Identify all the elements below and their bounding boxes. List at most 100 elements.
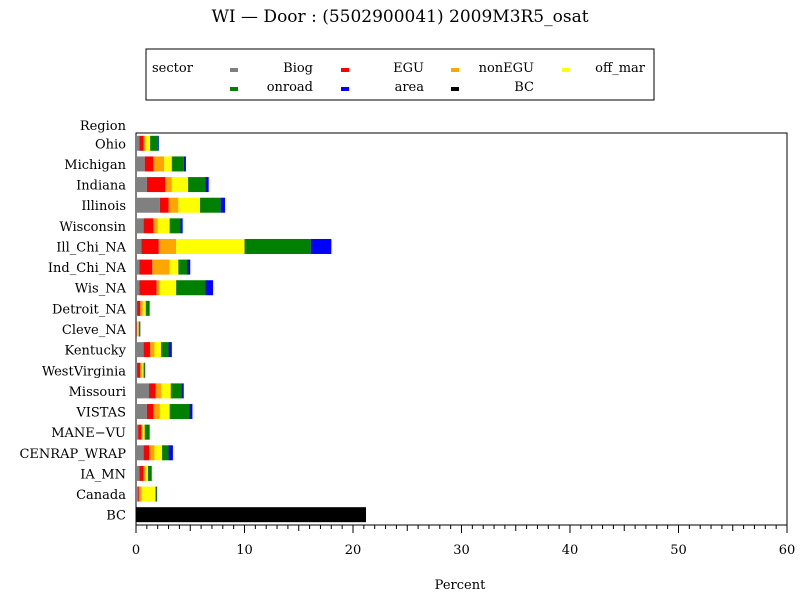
bar-cleve-na-area: [139, 321, 141, 337]
bar-vistas-off-mar: [159, 404, 170, 420]
bar-illinois-biog: [136, 197, 160, 213]
bar-westvirginia-off-mar: [141, 362, 144, 378]
plot-area-frame: [135, 132, 788, 526]
y-axis-label: Region: [80, 119, 127, 134]
bar-missouri-egu: [149, 383, 156, 399]
bar-detroit-na-area: [149, 300, 150, 316]
bar-ill-chi-na-biog: [136, 238, 142, 254]
bar-ill-chi-na-egu: [141, 238, 159, 254]
bar-mane-vu-off-mar: [142, 424, 145, 440]
bar-ia-mn-egu: [139, 465, 144, 481]
bar-wis-na-biog: [136, 280, 140, 296]
x-tick-label-20: 20: [345, 543, 362, 558]
legend-frame: [145, 48, 655, 101]
bar-ohio-off-mar: [145, 135, 151, 151]
y-tick-label-bc: BC: [106, 509, 126, 524]
bar-cleve-na-biog: [136, 321, 137, 337]
bar-indiana-egu: [146, 177, 166, 193]
y-tick-label-westvirginia: WestVirginia: [42, 364, 126, 379]
y-tick-label-kentucky: Kentucky: [64, 344, 126, 359]
bar-wis-na-area: [205, 280, 214, 296]
bar-wisconsin-nonegu: [153, 218, 158, 234]
bar-indiana-nonegu: [165, 177, 172, 193]
y-tick-label-indiana: Indiana: [76, 179, 126, 194]
bar-bc-bc: [136, 507, 367, 523]
bar-indiana-onroad: [188, 177, 206, 193]
bar-ill-chi-na-off-mar: [176, 238, 245, 254]
bar-vistas-egu: [146, 404, 154, 420]
y-tick-label-canada: Canada: [76, 488, 126, 503]
y-tick-label-ia-mn: IA_MN: [80, 467, 126, 482]
bar-ia-mn-area: [151, 465, 152, 481]
y-tick-label-mane-vu: MANE−VU: [51, 426, 126, 441]
bar-detroit-na-onroad: [145, 300, 150, 316]
y-tick-label-ohio: Ohio: [95, 137, 126, 152]
bar-westvirginia-egu: [137, 362, 141, 378]
legend-label-off-mar: off_mar: [595, 61, 646, 76]
bar-canada-off-mar: [141, 486, 156, 502]
bar-mane-vu-onroad: [144, 424, 150, 440]
bar-cenrap-wrap-nonegu: [149, 445, 155, 461]
bar-indiana-area: [205, 177, 209, 193]
bar-mane-vu-area: [149, 424, 150, 440]
legend-label-onroad: onroad: [267, 80, 313, 95]
bar-kentucky-area: [168, 342, 172, 358]
bars-group: [136, 135, 367, 523]
bar-cleve-na-egu: [136, 321, 138, 337]
bar-canada-egu: [138, 486, 140, 502]
bar-kentucky-nonegu: [150, 342, 155, 358]
bar-michigan-onroad: [171, 156, 184, 172]
bar-mane-vu-biog: [136, 424, 139, 440]
legend-label-nonegu: nonEGU: [479, 61, 534, 76]
x-tick-label-40: 40: [562, 543, 579, 558]
bar-canada-nonegu: [139, 486, 142, 502]
bar-canada-area: [156, 486, 158, 502]
bar-ind-chi-na-biog: [136, 259, 140, 275]
legend-swatch-onroad: [230, 87, 238, 91]
y-tick-label-ind-chi-na: Ind_Chi_NA: [48, 261, 127, 276]
x-axis: 0 10 20 30 40 50 60: [132, 525, 795, 558]
bar-michigan-egu: [144, 156, 154, 172]
bar-michigan-biog: [136, 156, 145, 172]
x-tick-label-10: 10: [236, 543, 253, 558]
bar-ill-chi-na-area: [310, 238, 332, 254]
legend-label-egu: EGU: [393, 61, 424, 76]
bar-indiana-off-mar: [171, 177, 189, 193]
y-tick-label-ill-chi-na: Ill_Chi_NA: [56, 240, 126, 255]
bar-ia-mn-onroad: [147, 465, 152, 481]
bar-mane-vu-egu: [138, 424, 142, 440]
bar-ia-mn-nonegu: [143, 465, 146, 481]
bar-wisconsin-area: [180, 218, 183, 234]
bar-michigan-nonegu: [153, 156, 165, 172]
bar-vistas-biog: [136, 404, 147, 420]
legend-swatch-nonegu: [451, 68, 459, 72]
bar-detroit-na-biog: [136, 300, 138, 316]
bar-michigan-off-mar: [164, 156, 172, 172]
bar-cleve-na-onroad: [138, 321, 140, 337]
bar-westvirginia-biog: [136, 362, 138, 378]
bar-ind-chi-na-off-mar: [169, 259, 179, 275]
chart-title: WI — Door : (5502900041) 2009M3R5_osat: [211, 7, 588, 27]
x-tick-label-30: 30: [453, 543, 470, 558]
y-tick-label-cleve-na: Cleve_NA: [62, 323, 127, 338]
y-tick-labels: Ohio Michigan Indiana Illinois Wisconsin Ill_…: [19, 137, 126, 523]
bar-ohio-onroad: [150, 135, 158, 151]
bar-wis-na-egu: [139, 280, 157, 296]
bar-cenrap-wrap-biog: [136, 445, 144, 461]
bar-ia-mn-biog: [136, 465, 140, 481]
bar-ia-mn-off-mar: [145, 465, 148, 481]
bar-indiana-biog: [136, 177, 147, 193]
bar-ohio-biog: [136, 135, 140, 151]
bar-ohio-nonegu: [143, 135, 146, 151]
bar-missouri-nonegu: [155, 383, 161, 399]
bar-ind-chi-na-area: [186, 259, 191, 275]
legend-swatch-off-mar: [562, 68, 570, 72]
bar-ohio-area: [157, 135, 159, 151]
bar-ind-chi-na-onroad: [178, 259, 187, 275]
bar-cenrap-wrap-area: [168, 445, 173, 461]
bar-missouri-biog: [136, 383, 150, 399]
x-tick-label-0: 0: [132, 543, 140, 558]
bar-vistas-area: [189, 404, 193, 420]
bar-ind-chi-na-nonegu: [152, 259, 170, 275]
